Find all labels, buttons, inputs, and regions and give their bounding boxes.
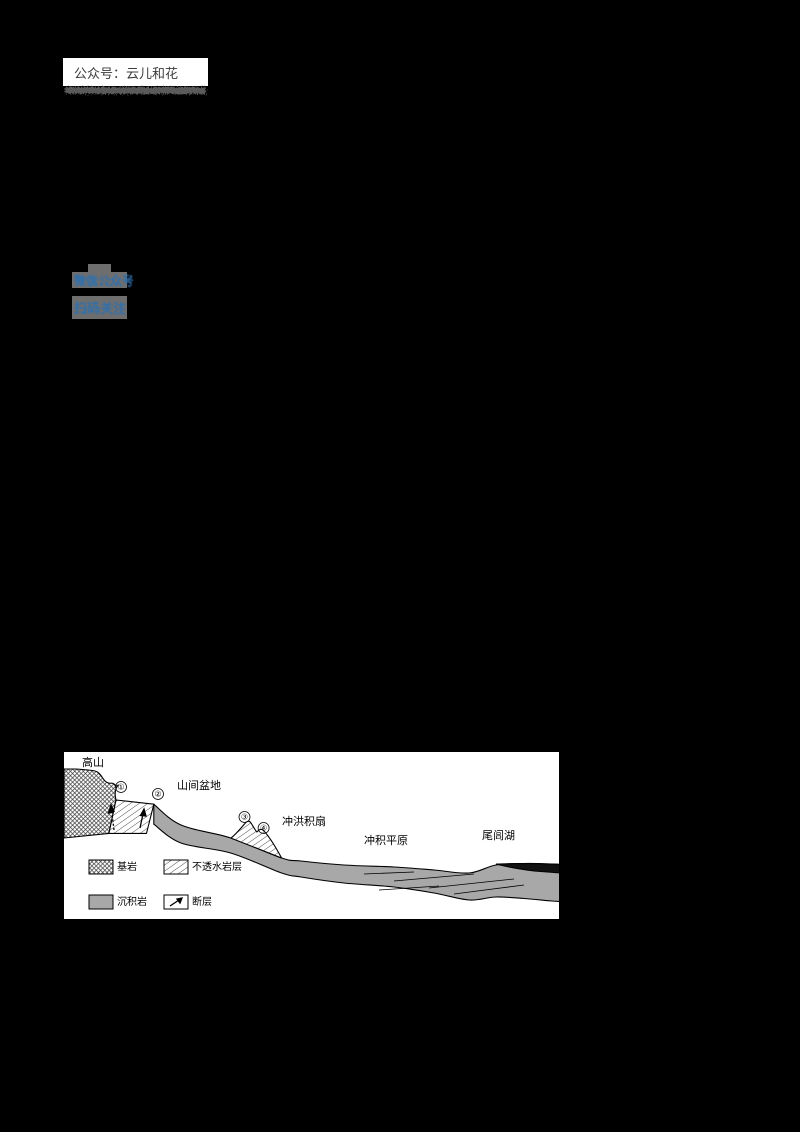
svg-text:山间盆地: 山间盆地 [177,778,221,792]
svg-text:冲洪积扇: 冲洪积扇 [282,814,326,828]
svg-text:断层: 断层 [192,895,212,908]
svg-text:尾闾湖: 尾闾湖 [482,828,515,842]
svg-text:基岩: 基岩 [117,860,137,873]
svg-text:微信公众号: 微信公众号 [73,273,134,288]
svg-text:扫码关注: 扫码关注 [74,301,126,316]
svg-text:①: ① [117,783,124,792]
svg-text:高山: 高山 [82,755,104,769]
svg-text:冲积平原: 冲积平原 [364,833,408,847]
svg-text:沉积岩: 沉积岩 [117,895,147,908]
svg-text:②: ② [154,790,161,799]
svg-text:③: ③ [241,813,248,822]
svg-text:不透水岩层: 不透水岩层 [192,860,242,873]
svg-text:④: ④ [260,824,267,833]
